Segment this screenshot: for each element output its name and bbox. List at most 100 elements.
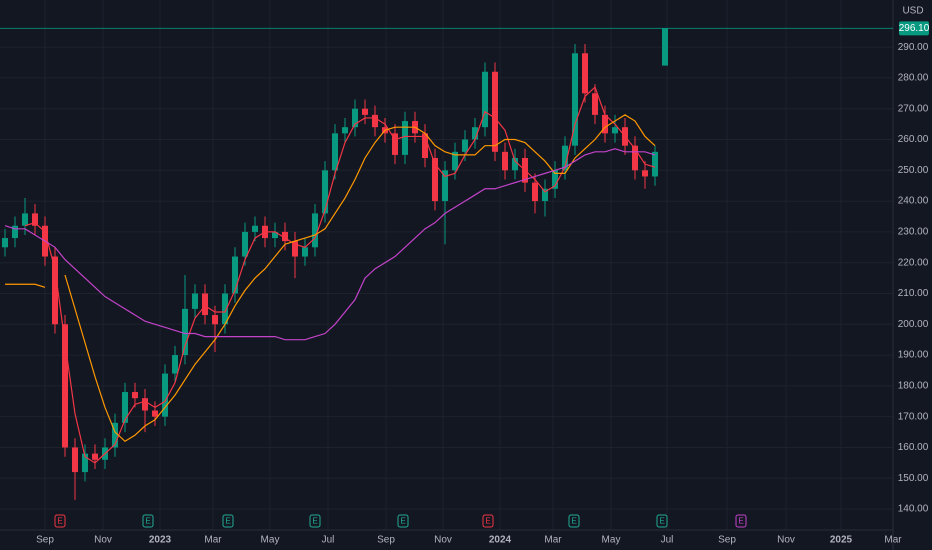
candle-body bbox=[642, 170, 648, 177]
candle-body bbox=[232, 256, 238, 294]
candle-body bbox=[472, 127, 478, 140]
y-tick-label: 220.00 bbox=[898, 257, 929, 268]
earnings-marker bbox=[397, 514, 409, 528]
candle-body bbox=[282, 231, 288, 242]
candle-body bbox=[392, 133, 398, 155]
candle-body bbox=[272, 231, 278, 239]
candle-body bbox=[222, 293, 228, 325]
candle-body bbox=[32, 213, 38, 226]
candle-body bbox=[322, 170, 328, 214]
candle-body bbox=[492, 71, 498, 152]
candle-body bbox=[582, 53, 588, 94]
candle-body bbox=[82, 453, 88, 473]
candle-body bbox=[62, 324, 68, 448]
candle-body bbox=[512, 157, 518, 171]
x-tick-label: May bbox=[602, 535, 621, 546]
candle-body bbox=[452, 151, 458, 171]
x-tick-label: 2025 bbox=[830, 535, 853, 546]
candle-body bbox=[562, 145, 568, 171]
candle-body bbox=[442, 170, 448, 202]
earnings-marker bbox=[309, 514, 321, 528]
x-tick-label: 2024 bbox=[489, 535, 512, 546]
currency-label: USD bbox=[902, 6, 923, 17]
earnings-label: E bbox=[485, 517, 490, 526]
candle-body bbox=[502, 151, 508, 171]
earnings-label: E bbox=[738, 517, 743, 526]
candle-body bbox=[132, 392, 138, 399]
x-tick-label: Nov bbox=[94, 535, 112, 546]
earnings-label: E bbox=[312, 517, 317, 526]
candle-body bbox=[362, 108, 368, 115]
moving-average-line bbox=[4, 148, 656, 341]
candle-body bbox=[612, 127, 618, 134]
y-tick-label: 230.00 bbox=[898, 227, 929, 238]
candle-body bbox=[482, 71, 488, 128]
earnings-label: E bbox=[57, 517, 62, 526]
moving-average-line bbox=[24, 86, 656, 464]
candle-body bbox=[242, 231, 248, 257]
candle-body bbox=[662, 28, 668, 66]
y-tick-label: 250.00 bbox=[898, 165, 929, 176]
x-tick-label: Nov bbox=[434, 535, 452, 546]
candle-body bbox=[312, 213, 318, 248]
earnings-label: E bbox=[571, 517, 576, 526]
candle-body bbox=[212, 315, 218, 325]
candle-body bbox=[342, 127, 348, 134]
earnings-marker bbox=[222, 514, 234, 528]
earnings-marker bbox=[656, 514, 668, 528]
y-tick-label: 210.00 bbox=[898, 288, 929, 299]
y-tick-label: 280.00 bbox=[898, 73, 929, 84]
x-tick-label: Nov bbox=[777, 535, 795, 546]
candle-body bbox=[182, 308, 188, 356]
y-tick-label: 150.00 bbox=[898, 473, 929, 484]
candle-body bbox=[372, 114, 378, 128]
y-tick-label: 160.00 bbox=[898, 442, 929, 453]
y-tick-label: 200.00 bbox=[898, 319, 929, 330]
candle-body bbox=[252, 225, 258, 232]
x-tick-label: Mar bbox=[884, 535, 902, 546]
earnings-marker bbox=[54, 514, 66, 528]
earnings-marker bbox=[568, 514, 580, 528]
candle-body bbox=[162, 373, 168, 417]
candle-body bbox=[192, 293, 198, 309]
x-tick-label: May bbox=[261, 535, 280, 546]
earnings-label: E bbox=[400, 517, 405, 526]
candle-body bbox=[652, 151, 658, 177]
candle-body bbox=[12, 225, 18, 239]
candle-body bbox=[422, 133, 428, 158]
candle-body bbox=[542, 188, 548, 202]
candle-body bbox=[352, 108, 358, 128]
last-price-label: 296.10 bbox=[899, 23, 930, 34]
earnings-label: E bbox=[145, 517, 150, 526]
earnings-marker bbox=[142, 514, 154, 528]
x-tick-label: Mar bbox=[204, 535, 222, 546]
candle-body bbox=[72, 447, 78, 473]
earnings-marker bbox=[735, 514, 747, 528]
candle-body bbox=[552, 170, 558, 189]
candle-body bbox=[172, 355, 178, 374]
y-tick-label: 290.00 bbox=[898, 42, 929, 53]
candle-body bbox=[432, 157, 438, 202]
candle-body bbox=[2, 238, 8, 248]
y-tick-label: 240.00 bbox=[898, 196, 929, 207]
candle-body bbox=[52, 256, 58, 325]
candle-body bbox=[152, 410, 158, 417]
candle-body bbox=[92, 453, 98, 460]
candle-body bbox=[332, 133, 338, 171]
candle-body bbox=[22, 213, 28, 226]
candle-body bbox=[632, 145, 638, 171]
earnings-marker bbox=[482, 514, 494, 528]
y-tick-label: 170.00 bbox=[898, 411, 929, 422]
candle-body bbox=[402, 121, 408, 155]
candle-body bbox=[572, 53, 578, 146]
candle-body bbox=[302, 247, 308, 257]
earnings-label: E bbox=[225, 517, 230, 526]
y-tick-label: 180.00 bbox=[898, 381, 929, 392]
earnings-label: E bbox=[659, 517, 664, 526]
x-tick-label: Jul bbox=[661, 535, 674, 546]
candle-body bbox=[602, 114, 608, 134]
candle-body bbox=[112, 422, 118, 448]
